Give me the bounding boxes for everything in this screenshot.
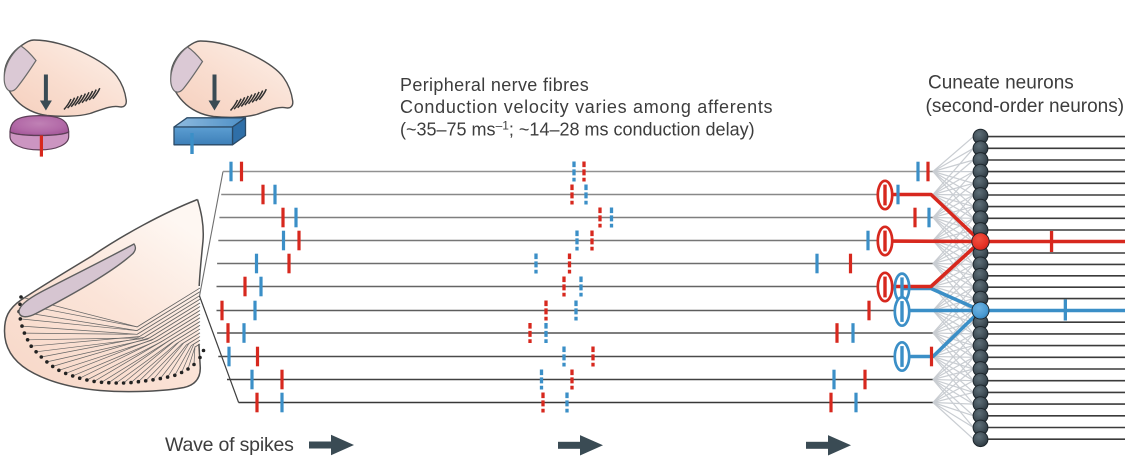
svg-text:(second-order neurons): (second-order neurons) bbox=[926, 96, 1125, 117]
svg-text:Wave of spikes: Wave of spikes bbox=[165, 434, 294, 456]
svg-text:Cuneate neurons: Cuneate neurons bbox=[928, 73, 1074, 94]
svg-text:(~35–75 ms–1; ~14–28 ms conduc: (~35–75 ms–1; ~14–28 ms conduction delay… bbox=[400, 118, 755, 139]
svg-text:Conduction velocity varies amo: Conduction velocity varies among afferen… bbox=[400, 97, 773, 117]
svg-text:Peripheral nerve fibres: Peripheral nerve fibres bbox=[400, 75, 589, 95]
